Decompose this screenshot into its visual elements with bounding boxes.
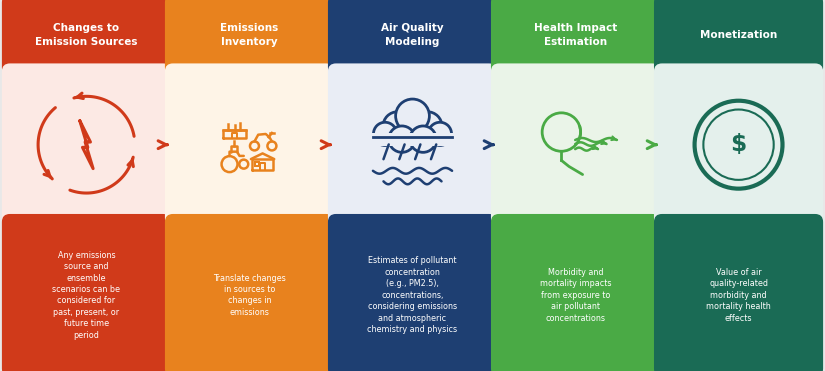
Circle shape [428, 122, 451, 145]
Text: Value of air
quality-related
morbidity and
mortality health
effects: Value of air quality-related morbidity a… [706, 268, 771, 323]
FancyBboxPatch shape [328, 214, 497, 371]
FancyBboxPatch shape [491, 214, 660, 371]
FancyBboxPatch shape [491, 0, 660, 75]
Text: Air Quality
Modeling: Air Quality Modeling [381, 23, 444, 46]
FancyBboxPatch shape [165, 63, 334, 226]
Text: Changes to
Emission Sources: Changes to Emission Sources [35, 23, 138, 46]
FancyBboxPatch shape [328, 0, 497, 75]
Circle shape [383, 112, 412, 141]
Text: Emissions
Inventory: Emissions Inventory [220, 23, 279, 46]
Circle shape [389, 126, 415, 152]
FancyBboxPatch shape [165, 214, 334, 371]
Text: $: $ [730, 133, 747, 156]
FancyBboxPatch shape [2, 214, 171, 371]
Circle shape [396, 99, 429, 133]
Text: Monetization: Monetization [700, 30, 777, 40]
FancyBboxPatch shape [2, 63, 171, 226]
Circle shape [374, 122, 397, 145]
Text: Translate changes
in sources to
changes in
emissions: Translate changes in sources to changes … [213, 273, 285, 317]
FancyBboxPatch shape [328, 63, 497, 226]
Bar [255, 162, 259, 165]
FancyBboxPatch shape [654, 0, 823, 75]
Bar [371, 133, 454, 146]
Text: Health Impact
Estimation: Health Impact Estimation [534, 23, 617, 46]
Text: Estimates of pollutant
concentration
(e.g., PM2.5),
concentrations,
considering : Estimates of pollutant concentration (e.… [367, 256, 458, 334]
Circle shape [410, 126, 436, 152]
FancyBboxPatch shape [165, 0, 334, 75]
FancyBboxPatch shape [654, 63, 823, 226]
Text: Morbidity and
mortality impacts
from exposure to
air pollutant
concentrations: Morbidity and mortality impacts from exp… [540, 268, 611, 323]
Text: Any emissions
source and
ensemble
scenarios can be
considered for
past, present,: Any emissions source and ensemble scenar… [53, 251, 120, 340]
FancyBboxPatch shape [654, 214, 823, 371]
FancyBboxPatch shape [491, 63, 660, 226]
FancyBboxPatch shape [2, 0, 171, 75]
Circle shape [412, 112, 442, 141]
